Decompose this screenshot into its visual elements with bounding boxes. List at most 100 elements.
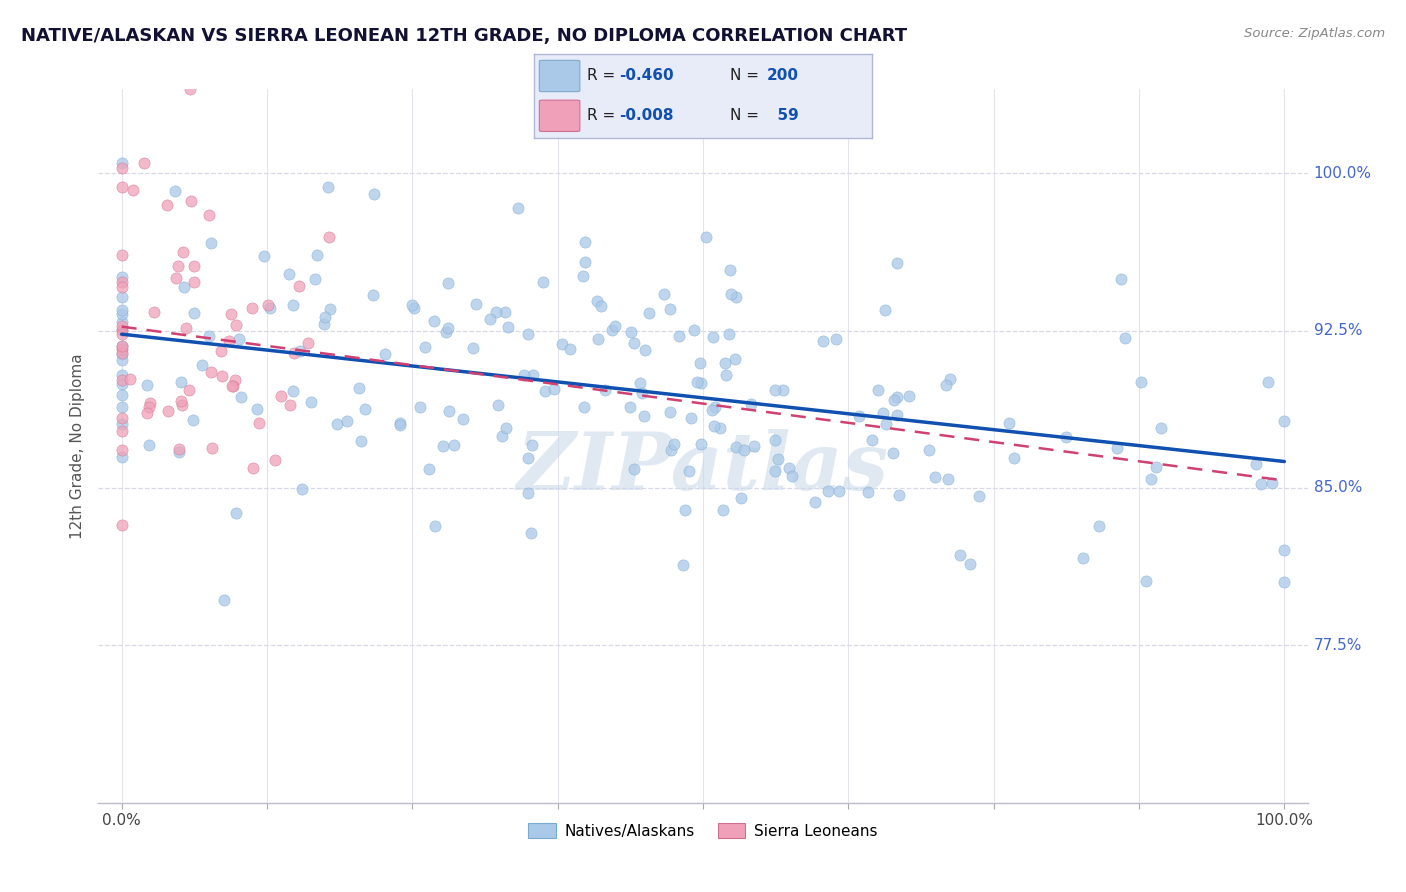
Point <box>136 406 159 420</box>
Point <box>572 268 595 283</box>
Point <box>733 443 755 458</box>
Point <box>111 275 134 289</box>
Point <box>513 368 536 383</box>
Point <box>169 375 191 389</box>
Point <box>224 373 246 387</box>
Point <box>1257 375 1279 389</box>
Point <box>714 368 737 382</box>
Point <box>873 302 896 317</box>
Point <box>347 380 370 394</box>
Point <box>572 401 595 415</box>
Point <box>659 301 682 316</box>
Point <box>180 194 202 209</box>
Text: R =: R = <box>586 68 620 83</box>
Point <box>713 356 735 370</box>
Point <box>170 393 193 408</box>
Point <box>866 383 889 397</box>
Point <box>860 434 883 448</box>
Point <box>270 389 292 403</box>
Point <box>491 429 513 443</box>
Point <box>139 396 162 410</box>
Point <box>423 314 446 328</box>
Point <box>936 472 959 486</box>
Point <box>1088 518 1111 533</box>
Point <box>167 260 190 274</box>
Point <box>1244 458 1267 472</box>
Point <box>167 444 190 458</box>
Point <box>307 247 329 261</box>
Point <box>668 329 690 343</box>
Point <box>780 469 803 483</box>
Point <box>374 347 396 361</box>
Point <box>558 342 581 356</box>
Point <box>506 201 529 215</box>
Point <box>543 382 565 396</box>
Point <box>443 438 465 452</box>
Point <box>423 519 446 533</box>
Point <box>695 229 717 244</box>
Text: 59: 59 <box>768 108 799 123</box>
Point <box>240 301 263 316</box>
Point <box>111 339 134 353</box>
Point <box>520 525 543 540</box>
Point <box>1139 472 1161 486</box>
Point <box>177 383 200 397</box>
Point <box>717 327 740 342</box>
Point <box>111 270 134 285</box>
Point <box>1150 421 1173 435</box>
Point <box>848 409 870 424</box>
Point <box>228 332 250 346</box>
Point <box>886 390 908 404</box>
Point <box>887 487 910 501</box>
Point <box>720 286 742 301</box>
Point <box>586 293 609 308</box>
Point <box>138 400 160 414</box>
Point <box>253 249 276 263</box>
Point <box>409 400 432 414</box>
Point <box>517 451 540 466</box>
Point <box>494 304 516 318</box>
Point <box>623 462 645 476</box>
Point <box>658 405 681 419</box>
Point <box>165 271 187 285</box>
Point <box>111 179 134 194</box>
Point <box>574 254 596 268</box>
Point <box>363 187 385 202</box>
Point <box>165 184 187 198</box>
Point <box>111 290 134 304</box>
Point <box>924 470 946 484</box>
Point <box>229 390 252 404</box>
Point <box>1105 442 1128 456</box>
Point <box>723 351 745 366</box>
FancyBboxPatch shape <box>540 61 579 92</box>
Point <box>191 358 214 372</box>
Point <box>111 417 134 432</box>
Point <box>778 461 800 475</box>
Point <box>551 336 574 351</box>
Point <box>689 356 711 370</box>
Point <box>111 248 134 262</box>
Point <box>111 352 134 367</box>
Point <box>463 341 485 355</box>
Point <box>111 318 134 333</box>
Point <box>718 263 741 277</box>
Point <box>495 421 517 435</box>
Point <box>361 287 384 301</box>
Point <box>197 328 219 343</box>
Point <box>111 518 134 533</box>
Point <box>198 208 221 222</box>
Point <box>997 416 1019 430</box>
Point <box>623 336 645 351</box>
Point <box>672 558 695 573</box>
Point <box>389 417 412 432</box>
Point <box>1114 331 1136 345</box>
Y-axis label: 12th Grade, No Diploma: 12th Grade, No Diploma <box>70 353 86 539</box>
Point <box>803 495 825 509</box>
Point <box>326 417 349 431</box>
Point <box>143 305 166 319</box>
Point <box>673 502 696 516</box>
Point <box>686 375 709 389</box>
Point <box>652 287 675 301</box>
Point <box>173 280 195 294</box>
Point <box>111 347 134 361</box>
